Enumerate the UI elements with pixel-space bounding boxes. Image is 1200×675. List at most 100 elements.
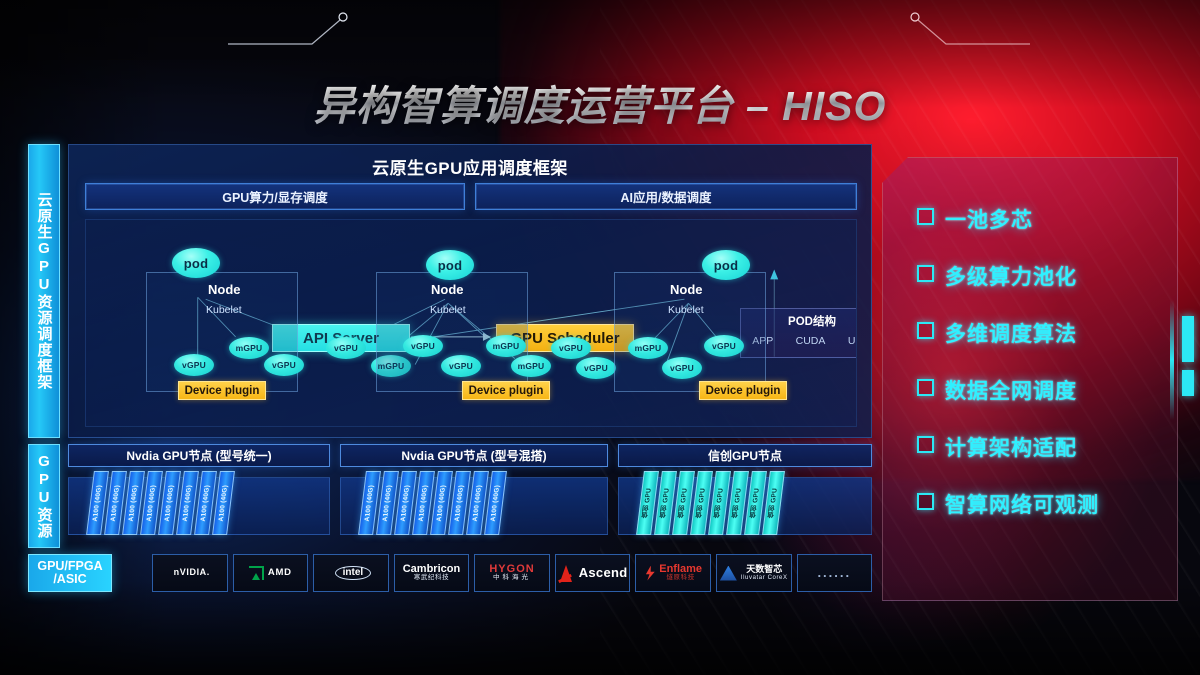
gpu-card-label: A100 (40G) [453, 484, 466, 522]
vendor-text: nVIDIA. [174, 567, 210, 577]
vgpu-pill[interactable]: vGPU [174, 354, 214, 376]
vgpu-pill[interactable]: vGPU [264, 354, 304, 376]
gpu-group-title[interactable]: Nvdia GPU节点 (型号统一) [68, 444, 330, 467]
highlights-list: 一池多芯多级算力池化多维调度算法数据全网调度 计算架构适配 智算网络可观测 [883, 158, 1177, 600]
vendor-text: Cambricon 寒武纪科技 [403, 563, 460, 582]
vendor-logo-iluvatar-corex[interactable]: 天数智芯 Iluvatar CoreX [715, 554, 792, 592]
gpu-card-label: A100 (40G) [471, 484, 484, 522]
vendor-logo-nvidia[interactable]: nVIDIA. [152, 554, 228, 592]
framework-capability-bar-compute[interactable]: GPU算力/显存调度 [85, 183, 465, 210]
pod-layer-umd: UMD [847, 335, 856, 347]
gpu-card-label: 信创 GPU [731, 487, 743, 519]
iluvatar-icon [719, 565, 737, 581]
vendor-name: Ascend [578, 565, 628, 581]
pod-layer-app: APP [752, 335, 773, 347]
enflame-icon [645, 565, 655, 581]
gpu-card-label: A100 (40G) [217, 484, 230, 522]
vgpu-pill[interactable]: vGPU [441, 355, 481, 377]
node-title: Node [208, 282, 241, 297]
gpu-card-label: 信创 GPU [677, 487, 689, 519]
gpu-node-group: Nvdia GPU节点 (型号混搭) A100 (40G) A100 (40G) A… [340, 444, 608, 548]
checkbox-icon[interactable] [917, 208, 934, 225]
kubelet-label: Kubelet [206, 304, 242, 316]
vendor-logo-ascend[interactable]: Ascend [554, 554, 631, 592]
gpu-card-label: A100 (40G) [199, 484, 212, 522]
gpu-group-title[interactable]: Nvdia GPU节点 (型号混搭) [340, 444, 608, 467]
device-plugin-node1[interactable]: Device plugin [178, 381, 266, 400]
framework-body: API Server GPU Scheduler POD结构 APP CUDA … [85, 219, 857, 427]
vendor-name: AMD [267, 567, 292, 579]
kubelet-label: Kubelet [668, 304, 704, 316]
mgpu-pill[interactable]: mGPU [486, 335, 526, 357]
framework-panel-title: 云原生GPU应用调度框架 [372, 159, 568, 178]
vgpu-pill[interactable]: vGPU [576, 357, 616, 379]
pod-node2[interactable]: pod [426, 250, 474, 280]
mgpu-pill[interactable]: mGPU [511, 355, 551, 377]
vendor-text: Enflame 燧原科技 [659, 563, 702, 582]
slide-title-bar: 异构智算调度运营平台 – HISO [0, 74, 1200, 130]
gpu-card-label: A100 (40G) [489, 484, 502, 522]
gpu-card-label: 信创 GPU [659, 487, 671, 519]
gpu-card-label: A100 (40G) [381, 484, 394, 522]
vendor-logo-more[interactable]: ...... [796, 554, 873, 592]
gpu-card-label: 信创 GPU [713, 487, 725, 519]
gpu-group-title[interactable]: 信创GPU节点 [618, 444, 872, 467]
vendor-logo-row: nVIDIA. AMD intel Cambricon 寒武纪科技 HYGON 中科海光 As… [152, 554, 873, 592]
vendor-logo-enflame[interactable]: Enflame 燧原科技 [635, 554, 711, 592]
gpu-card-label: A100 (40G) [91, 484, 104, 522]
panel-accent-bracket-1 [1182, 316, 1194, 362]
vgpu-pill[interactable]: vGPU [662, 357, 702, 379]
sidebar-label-cloud-native-framework: 云原生GPU资源调度框架 [28, 144, 60, 438]
mgpu-pill[interactable]: mGPU [371, 355, 411, 377]
vendor-text: HYGON 中科海光 [489, 563, 534, 582]
pod-node1[interactable]: pod [172, 248, 220, 278]
highlight-label: 计算架构适配 [945, 437, 1077, 460]
checkbox-icon[interactable] [917, 436, 934, 453]
gpu-card-label: 信创 GPU [749, 487, 761, 519]
highlight-label: 智算网络可观测 [945, 494, 1099, 517]
highlight-label: 多级算力池化 [945, 266, 1077, 289]
highlight-item-3[interactable]: 多维调度算法 [917, 318, 1177, 375]
gpu-card-label: A100 (40G) [363, 484, 376, 522]
highlight-label: 数据全网调度 [945, 380, 1077, 403]
framework-capability-bar-ai-app[interactable]: AI应用/数据调度 [475, 183, 857, 210]
highlight-item-6[interactable]: 智算网络可观测 [917, 489, 1177, 546]
highlight-item-1[interactable]: 一池多芯 [917, 204, 1177, 261]
vgpu-pill[interactable]: vGPU [704, 335, 744, 357]
checkbox-icon[interactable] [917, 265, 934, 282]
node-title: Node [431, 282, 464, 297]
pod-layer-cuda: CUDA [795, 335, 826, 347]
gpu-card-rack: A100 (40G) A100 (40G) A100 (40G) A100 (40G)… [340, 471, 608, 537]
gpu-card-label: A100 (40G) [417, 484, 430, 522]
vgpu-pill[interactable]: vGPU [403, 335, 443, 357]
device-plugin-node2[interactable]: Device plugin [462, 381, 550, 400]
vendor-text: intel [334, 565, 372, 581]
gpu-card-label: A100 (40G) [435, 484, 448, 522]
vendor-logo-intel[interactable]: intel [313, 554, 389, 592]
vendor-logo-cambricon[interactable]: Cambricon 寒武纪科技 [393, 554, 470, 592]
pod-structure-layers: APP CUDA UMD [741, 335, 856, 347]
panel-accent-bracket-2 [1182, 370, 1194, 396]
gpu-card-label: 信创 GPU [641, 487, 653, 519]
vendor-subname: Iluvatar CoreX [740, 574, 788, 581]
device-plugin-node3[interactable]: Device plugin [699, 381, 787, 400]
gpu-card-label: A100 (40G) [181, 484, 194, 522]
vendor-logo-amd[interactable]: AMD [232, 554, 309, 592]
checkbox-icon[interactable] [917, 322, 934, 339]
kubelet-label: Kubelet [430, 304, 466, 316]
highlight-item-4[interactable]: 数据全网调度 [917, 375, 1177, 432]
checkbox-icon[interactable] [917, 379, 934, 396]
vendor-logo-hygon[interactable]: HYGON 中科海光 [474, 554, 550, 592]
gpu-node-group: Nvdia GPU节点 (型号统一) A100 (40G) A100 (40G) A… [68, 444, 330, 548]
cloud-native-framework-panel: 云原生GPU应用调度框架 GPU算力/显存调度 AI应用/数据调度 [68, 144, 872, 438]
highlight-item-5[interactable]: 计算架构适配 [917, 432, 1177, 489]
pod-node3[interactable]: pod [702, 250, 750, 280]
mgpu-pill[interactable]: mGPU [229, 337, 269, 359]
vgpu-pill[interactable]: vGPU [326, 337, 366, 359]
gpu-card-rack: A100 (40G) A100 (40G) A100 (40G) A100 (40G)… [68, 471, 330, 537]
mgpu-pill[interactable]: mGPU [628, 337, 668, 359]
vgpu-pill[interactable]: vGPU [551, 337, 591, 359]
checkbox-icon[interactable] [917, 493, 934, 510]
highlight-item-2[interactable]: 多级算力池化 [917, 261, 1177, 318]
gpu-card-label: A100 (40G) [127, 484, 140, 522]
